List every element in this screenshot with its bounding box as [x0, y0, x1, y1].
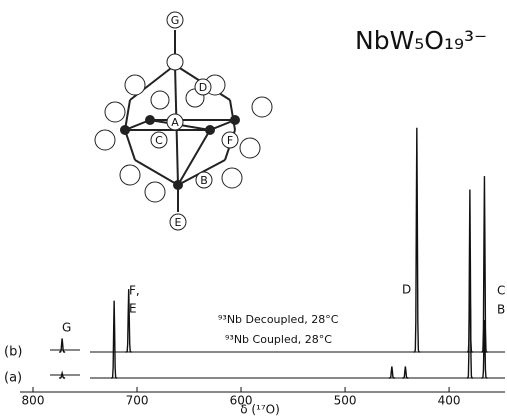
atom-label: F — [227, 134, 233, 147]
annotation: ⁹³Nb Decoupled, 28°C — [218, 313, 339, 326]
x-tick-label: 800 — [22, 394, 45, 408]
peak — [388, 366, 395, 379]
atom-label-circle — [166, 11, 184, 29]
peak — [125, 289, 132, 353]
atom-label: B — [200, 174, 208, 187]
x-tick-label: 500 — [334, 394, 357, 408]
trace-label: (a) — [4, 371, 22, 386]
structure — [94, 30, 273, 212]
atom-label: G — [171, 14, 180, 27]
peak — [59, 338, 66, 353]
peak — [413, 127, 420, 353]
atoms — [94, 53, 273, 203]
peak — [481, 319, 488, 379]
atom-label: E — [175, 216, 182, 229]
x-tick-label: 400 — [438, 394, 461, 408]
atom-label-circle — [221, 131, 239, 149]
atom-label-circle — [169, 213, 187, 231]
trace-label: (b) — [4, 345, 22, 360]
x-tick-label: 600 — [230, 394, 253, 408]
annotation: D — [402, 283, 411, 297]
atom-label-circle — [150, 131, 168, 149]
annotation: E — [129, 302, 137, 316]
formula: NbW₅O₁₉³⁻ — [355, 26, 487, 55]
peak — [466, 189, 473, 379]
annotation: B — [497, 303, 505, 317]
atom-label: A — [171, 116, 179, 129]
peak — [402, 366, 409, 379]
baselines — [50, 349, 505, 379]
annotation: F, — [129, 284, 140, 298]
peak — [59, 370, 66, 379]
x-axis-label: δ (¹⁷O) — [240, 403, 280, 417]
atom-label: D — [199, 81, 207, 94]
atom-label-circle — [166, 113, 184, 131]
annotation: ⁹³Nb Coupled, 28°C — [225, 333, 332, 346]
atom-label-circle — [194, 78, 212, 96]
peak — [481, 176, 488, 353]
atom-label-circle — [195, 171, 213, 189]
annotation: C — [497, 284, 505, 298]
annotation: G — [62, 321, 71, 335]
atom-label: C — [155, 134, 163, 147]
x-tick-label: 700 — [126, 394, 149, 408]
peak — [111, 300, 118, 379]
